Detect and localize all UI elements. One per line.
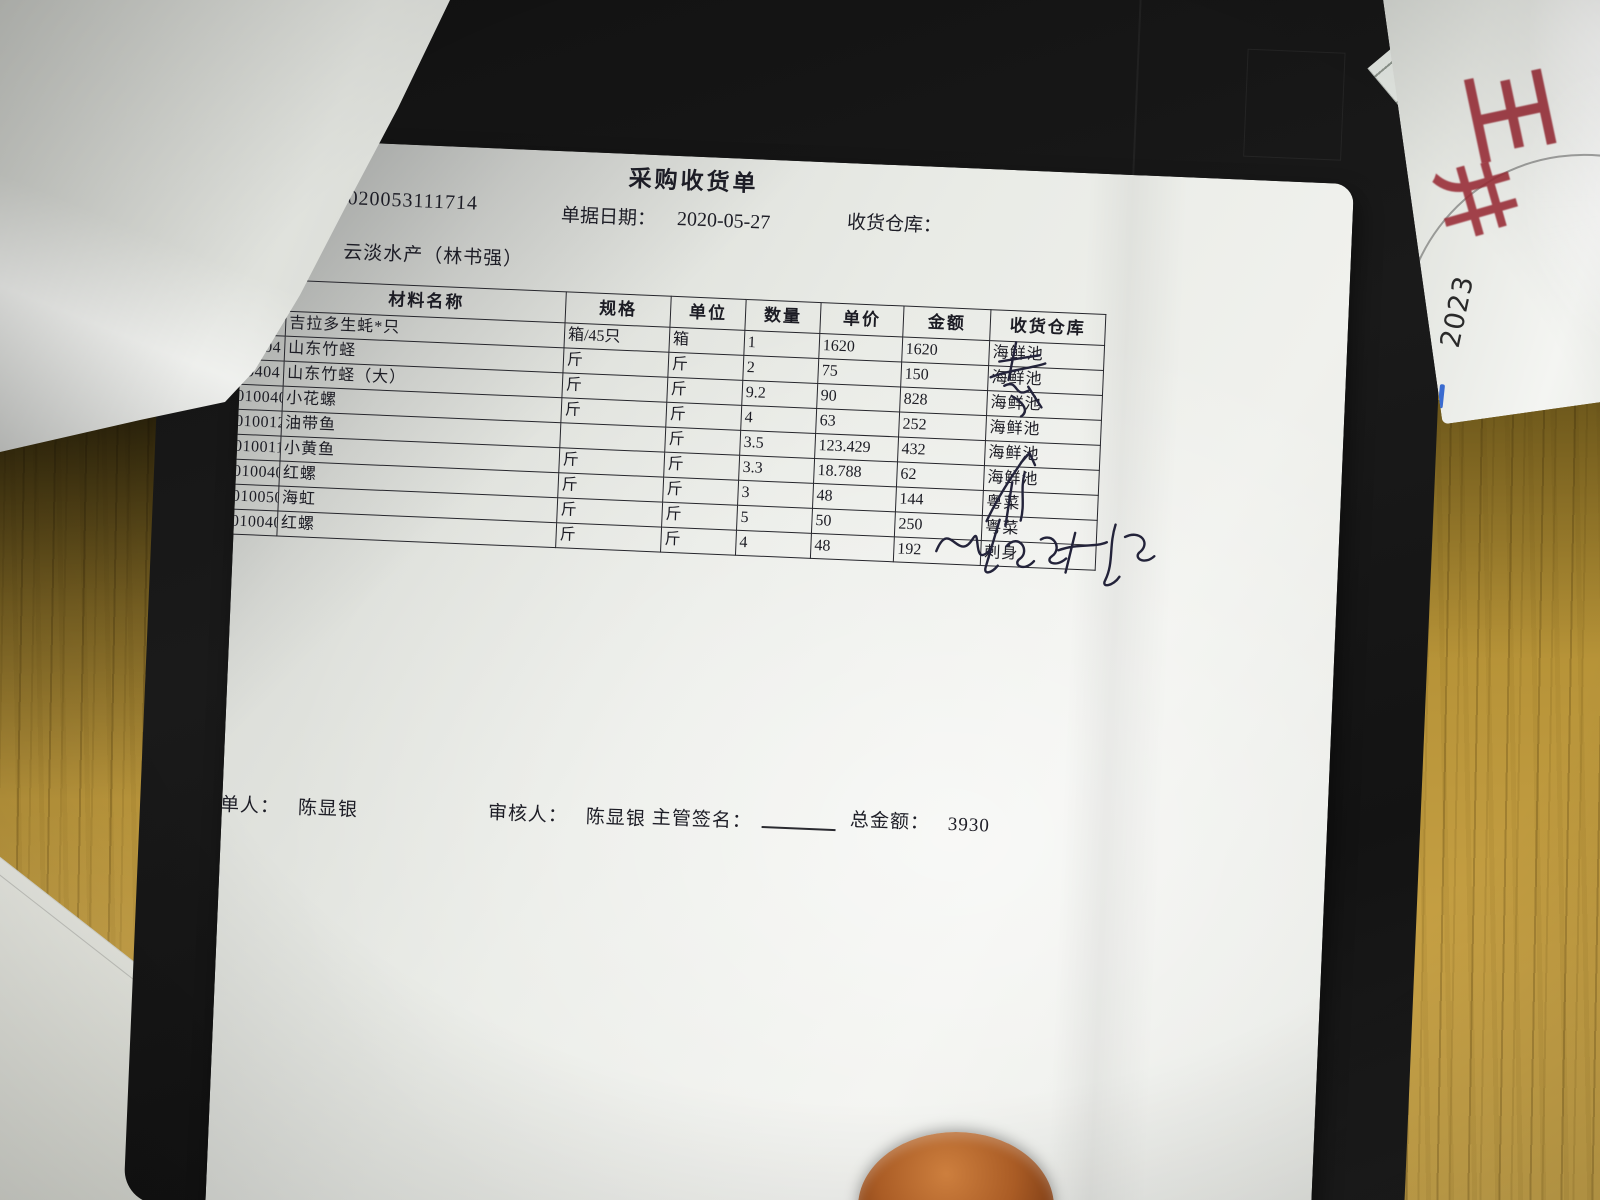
amount-cell: 192 [893, 536, 982, 566]
total-value: 3930 [947, 813, 991, 837]
warehouse-cell: 刺身 [980, 540, 1097, 571]
unit-price-cell: 123.429 [814, 433, 899, 462]
unit-price-cell: 75 [817, 358, 902, 387]
unit-cell: 斤 [660, 527, 737, 556]
folder-emboss [1243, 48, 1346, 161]
supplier-name: 云淡水产（林书强） [342, 242, 524, 271]
maker-line: 制单人： 陈显银 [202, 789, 359, 823]
sign-label: 主管签名： [651, 807, 753, 833]
unit-cell: 斤 [663, 452, 740, 481]
quantity-cell: 2 [742, 355, 819, 384]
quantity-cell: 4 [735, 530, 812, 559]
column-header: 单位 [669, 296, 747, 331]
signature-blank-line [761, 810, 837, 832]
maker-name: 陈显银 [297, 797, 359, 822]
spec-cell: 斤 [555, 522, 662, 553]
unit-cell: 斤 [667, 352, 744, 381]
unit-price-cell: 18.788 [813, 458, 898, 487]
quantity-cell: 3.5 [739, 430, 816, 459]
unit-cell: 斤 [664, 427, 741, 456]
unit-price-cell: 50 [811, 508, 896, 537]
column-header: 规格 [565, 291, 672, 328]
warehouse-label: 收货仓库： [846, 212, 943, 238]
receipt-table-body: 403吉拉多生蚝*只箱/45只箱116201620海鲜池00404山东竹蛏斤斤2… [209, 308, 1105, 571]
column-header: 数量 [744, 299, 822, 334]
column-header: 收货仓库 [989, 309, 1106, 346]
unit-cell: 箱 [668, 327, 745, 356]
unit-price-cell: 1620 [818, 333, 903, 362]
receipt-sheet: 采购收货单 020053111714 单据日期： 2020-05-27 收货仓库… [201, 138, 1355, 1200]
receipt-title: 采购收货单 [628, 165, 760, 197]
amount-cell: 432 [897, 436, 986, 466]
unit-cell: 斤 [662, 477, 739, 506]
amount-cell: 150 [900, 361, 989, 391]
quantity-cell: 4 [740, 405, 817, 434]
quantity-cell: 1 [743, 330, 820, 359]
quantity-cell: 3.3 [738, 455, 815, 484]
unit-cell: 斤 [665, 402, 742, 431]
unit-price-cell: 90 [816, 383, 901, 412]
column-header: 单价 [819, 302, 905, 338]
amount-cell: 828 [899, 386, 988, 416]
unit-price-cell: 48 [810, 533, 895, 562]
quantity-cell: 9.2 [741, 380, 818, 409]
amount-cell: 250 [894, 511, 983, 541]
auditor-line: 审核人： 陈显银 [487, 798, 647, 832]
quantity-cell: 5 [736, 505, 813, 534]
total-line: 总金额： 3930 [849, 805, 991, 838]
quantity-cell: 3 [737, 480, 814, 509]
auditor-label: 审核人： [487, 802, 569, 827]
unit-cell: 斤 [661, 502, 738, 531]
auditor-name: 陈显银 [585, 806, 647, 831]
unit-price-cell: 48 [812, 483, 897, 512]
amount-cell: 1620 [901, 337, 990, 366]
total-label: 总金额： [849, 809, 931, 835]
date-value: 2020-05-27 [676, 207, 771, 234]
amount-cell: 62 [896, 461, 985, 491]
amount-cell: 252 [898, 411, 987, 441]
column-header: 金额 [902, 306, 991, 341]
receipt-number: 020053111714 [347, 187, 479, 215]
unit-price-cell: 63 [815, 408, 900, 437]
date-label: 单据日期： [560, 205, 657, 231]
amount-cell: 144 [895, 486, 984, 516]
supervisor-sign-line: 主管签名： [651, 802, 837, 837]
unit-cell: 斤 [666, 377, 743, 406]
